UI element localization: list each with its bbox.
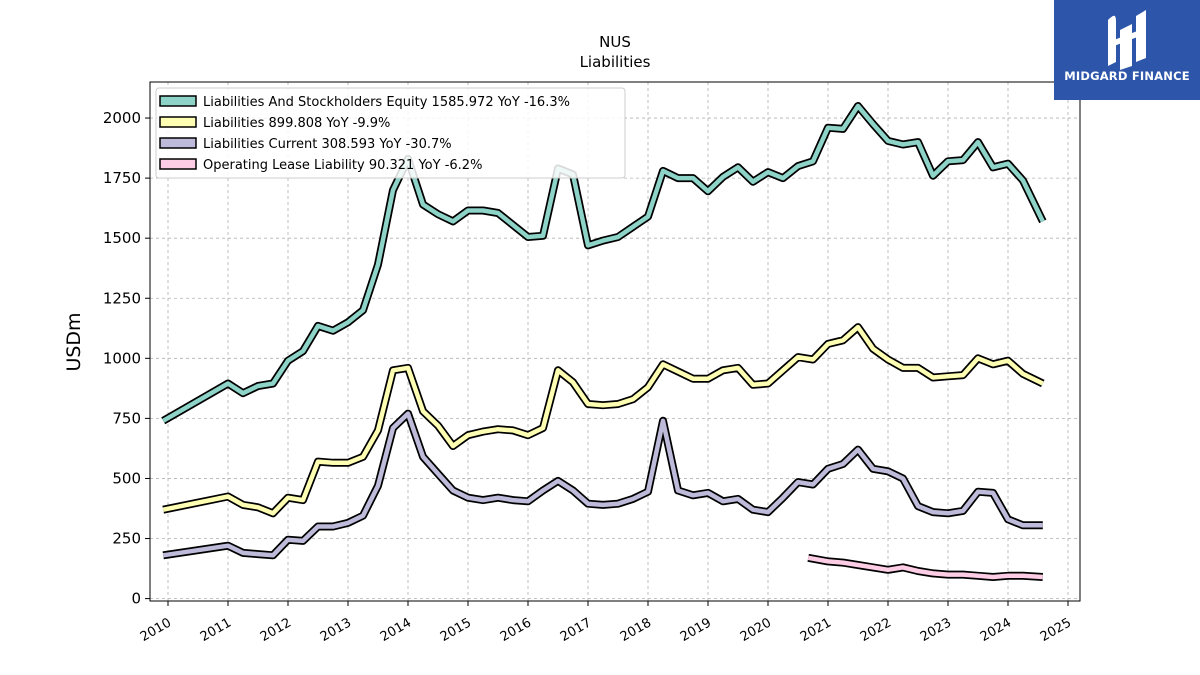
y-axis-label: USDm	[63, 312, 85, 371]
y-axis: 0 250 500 750 1000 1250 1500 1750 2000	[103, 109, 150, 608]
legend-swatch	[159, 116, 197, 128]
brand-name: MIDGARD FINANCE	[1064, 69, 1190, 83]
x-tick-label: 2024	[978, 615, 1014, 645]
x-tick-label: 2025	[1038, 615, 1074, 645]
x-tick-label: 2015	[438, 615, 474, 645]
legend: Liabilities And Stockholders Equity 1585…	[155, 87, 626, 179]
plot-frame	[149, 81, 1081, 602]
series-line-3	[807, 555, 1043, 580]
x-tick-label: 2018	[618, 615, 654, 645]
series-line-0	[162, 103, 1045, 423]
series-line-outline	[162, 409, 1043, 560]
series-lines	[161, 102, 1047, 581]
y-tick-label: 250	[112, 530, 141, 548]
x-tick-label: 2012	[258, 615, 294, 645]
x-tick-label: 2013	[318, 615, 354, 645]
legend-label: Liabilities 899.808 YoY -9.9%	[203, 116, 390, 131]
x-tick-label: 2010	[138, 615, 174, 645]
x-tick-label: 2011	[198, 615, 234, 645]
chart-subtitle: Liabilities	[580, 53, 651, 71]
x-tick-label: 2022	[858, 615, 894, 645]
x-axis: 2010 2011 2012 2013 2014 2015 2016 2017 2018 2019…	[138, 601, 1074, 645]
y-tick-label: 1000	[103, 349, 141, 367]
brand-mark-icon	[1108, 10, 1146, 70]
y-tick-label: 0	[131, 590, 141, 608]
y-tick-label: 2000	[103, 109, 141, 127]
x-tick-label: 2021	[798, 615, 834, 645]
y-tick-label: 500	[112, 469, 141, 487]
legend-label: Operating Lease Liability 90.321 YoY -6.…	[203, 158, 482, 173]
y-tick-label: 750	[112, 409, 141, 427]
x-tick-label: 2014	[378, 615, 414, 645]
legend-swatch	[159, 95, 197, 107]
legend-label: Liabilities And Stockholders Equity 1585…	[203, 95, 570, 110]
y-tick-label: 1250	[103, 289, 141, 307]
legend-box	[155, 87, 626, 179]
legend-swatch	[159, 158, 197, 170]
series-line-1	[162, 324, 1044, 516]
brand-logo: MIDGARD FINANCE	[1054, 0, 1200, 100]
x-tick-label: 2019	[678, 615, 714, 645]
y-tick-label: 1500	[103, 229, 141, 247]
y-tick-label: 1750	[103, 169, 141, 187]
legend-swatch	[159, 137, 197, 149]
legend-label: Liabilities Current 308.593 YoY -30.7%	[203, 137, 452, 152]
x-tick-label: 2023	[918, 615, 954, 645]
x-tick-label: 2017	[558, 615, 594, 645]
chart-title: NUS	[599, 33, 631, 51]
x-tick-label: 2020	[738, 615, 774, 645]
x-tick-label: 2016	[498, 615, 534, 645]
series-line-2	[162, 411, 1043, 558]
